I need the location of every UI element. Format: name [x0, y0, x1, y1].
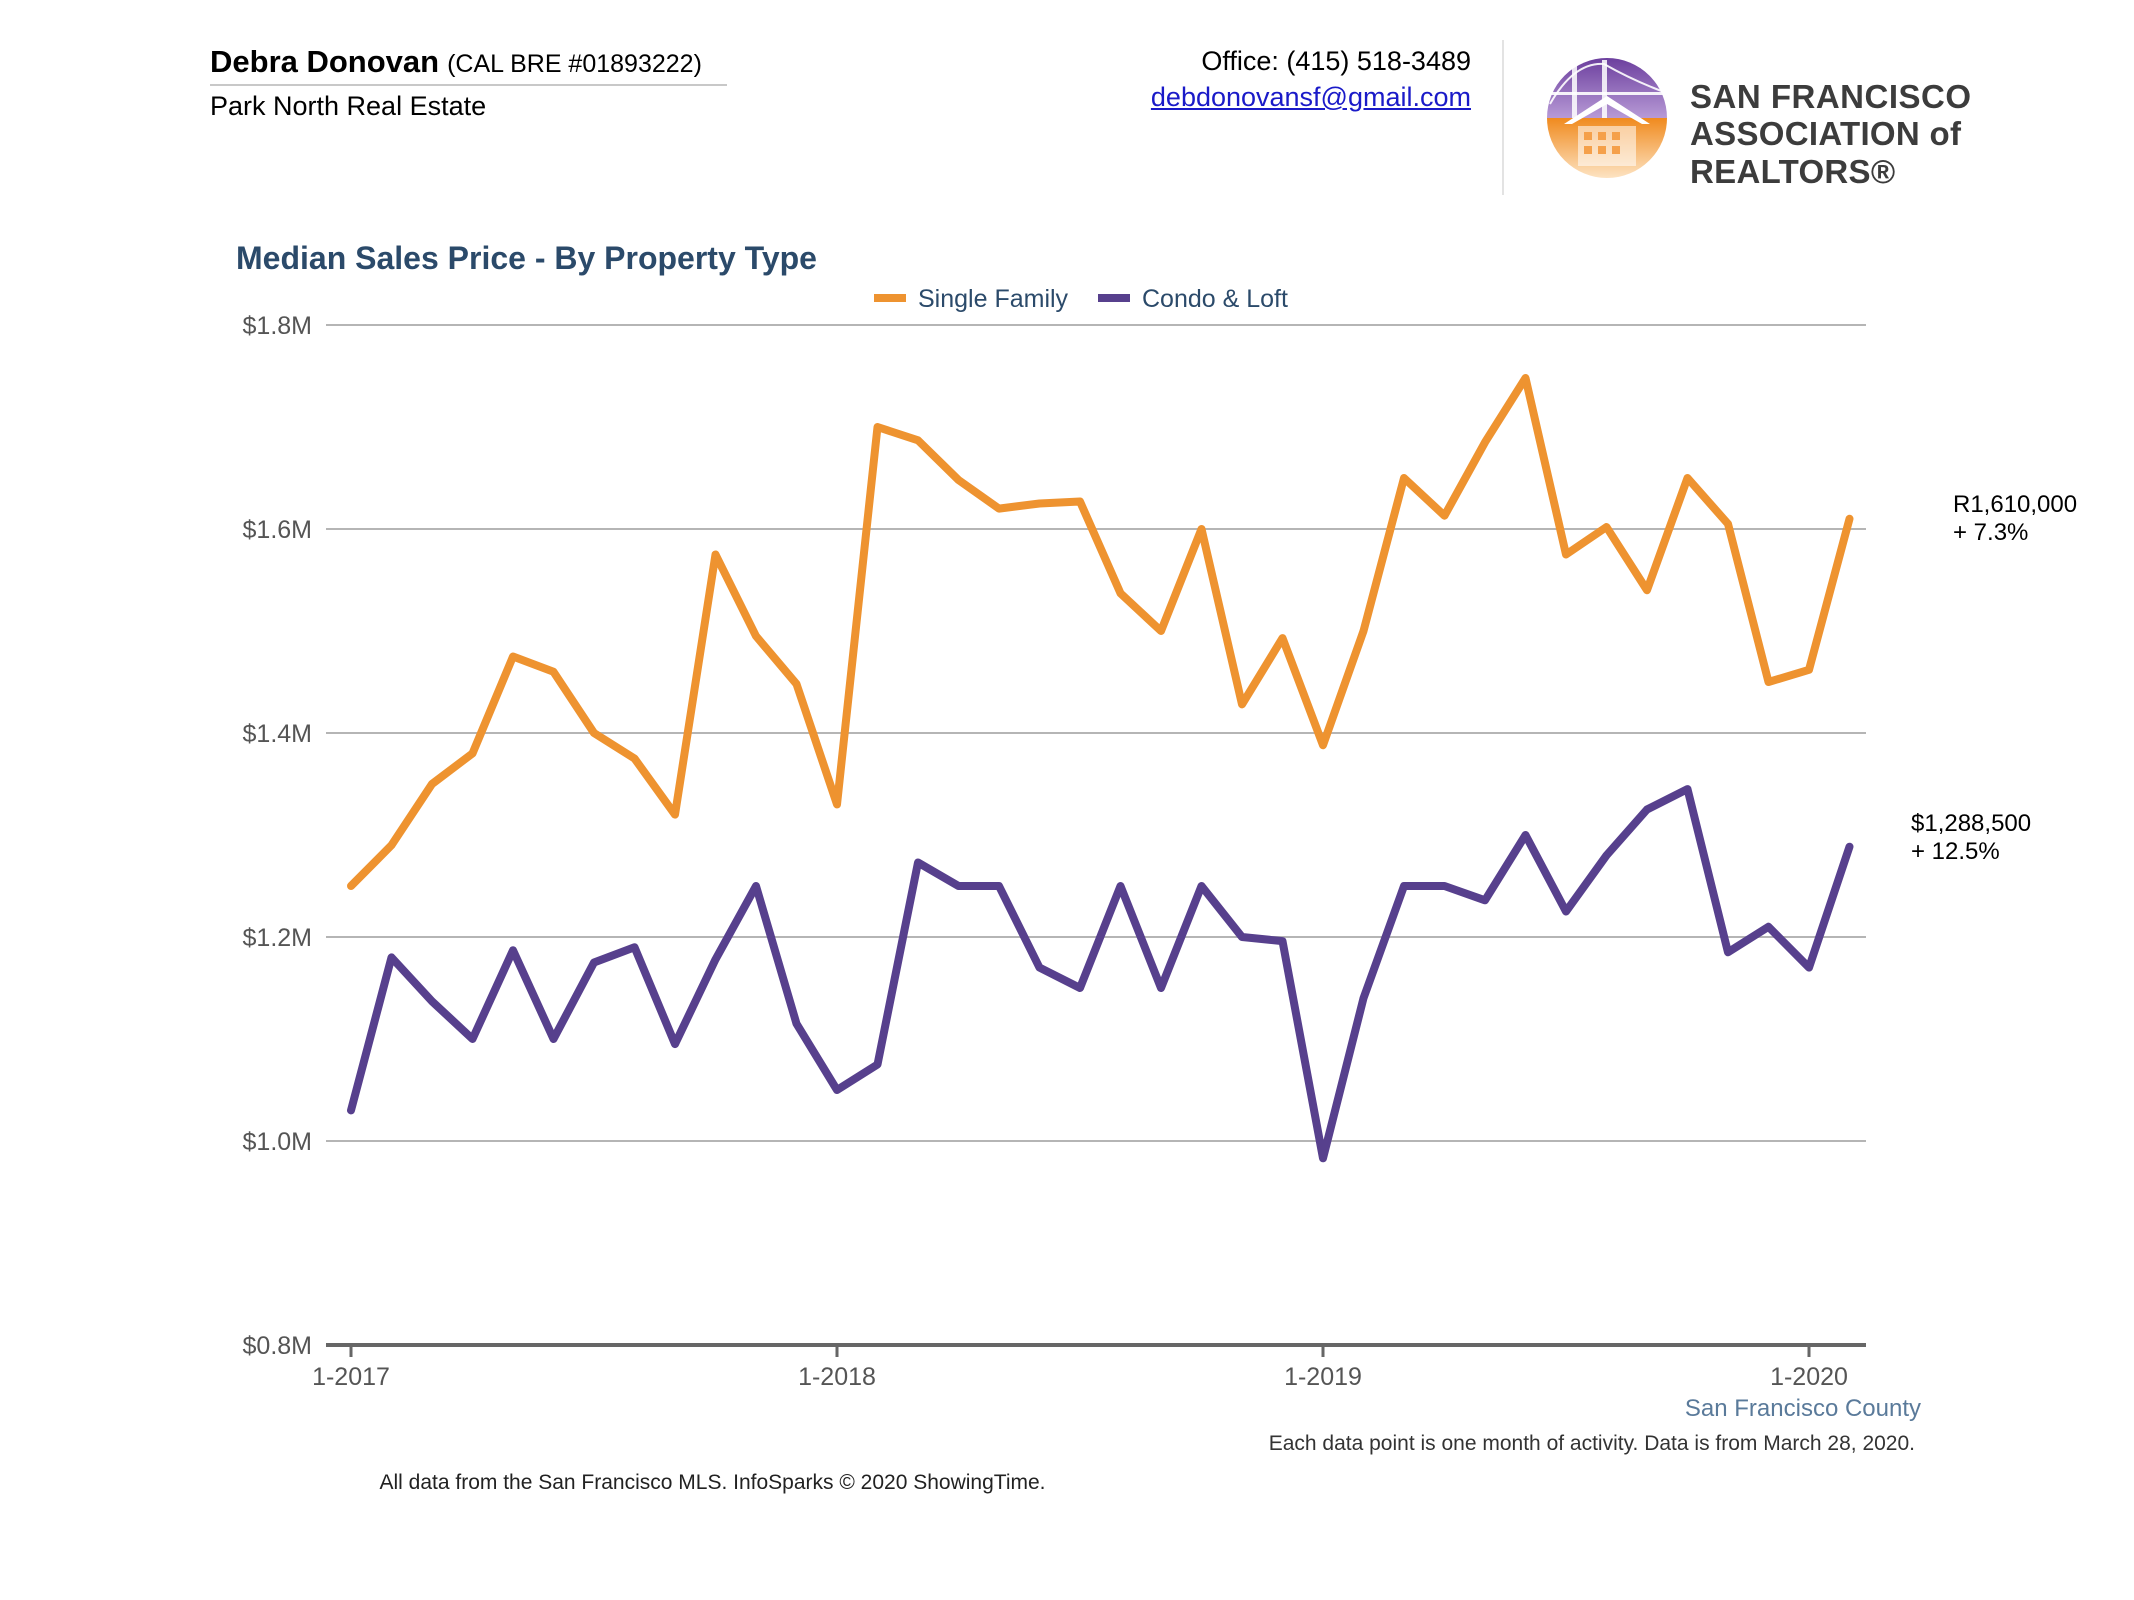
end-label-change: + 12.5%: [1911, 838, 2000, 865]
y-tick-label: $1.4M: [243, 720, 312, 748]
end-label-value: $1,288,500: [1911, 810, 2031, 837]
y-axis-ticks: $0.8M $1.0M $1.2M $1.4M $1.6M $1.8M: [243, 312, 312, 1360]
office-phone: Office: (415) 518-3489: [1201, 46, 1471, 76]
y-tick-label: $0.8M: [243, 1332, 312, 1360]
y-tick-label: $1.0M: [243, 1128, 312, 1156]
legend: Single Family Condo & Loft: [874, 285, 1288, 313]
agent-license: (CAL BRE #01893222): [447, 50, 702, 78]
y-tick-label: $1.6M: [243, 516, 312, 544]
x-axis: 1-2017 1-2018 1-2019 1-2020: [312, 1343, 1866, 1391]
agent-name: Debra Donovan (CAL BRE #01893222): [210, 44, 702, 80]
y-tick-label: $1.2M: [243, 924, 312, 952]
region-label: San Francisco County: [1684, 1395, 1921, 1422]
legend-label: Condo & Loft: [1142, 285, 1288, 313]
legend-label: Single Family: [918, 285, 1069, 313]
logo-text-line1: SAN FRANCISCO: [1690, 78, 1972, 115]
x-tick-label: 1-2017: [312, 1363, 390, 1391]
x-tick-label: 1-2018: [798, 1363, 876, 1391]
source-note: All data from the San Francisco MLS. Inf…: [379, 1471, 1046, 1494]
logo-text-line2: ASSOCIATION of REALTORS®: [1690, 115, 1962, 190]
end-labels: R1,610,000+ 7.3% $1,288,500+ 12.5%: [1911, 491, 2077, 865]
header-divider: [1502, 40, 1504, 195]
end-label-value: R1,610,000: [1953, 491, 2077, 518]
name-underline: [210, 84, 727, 86]
golden-gate-bridge-house-icon: [1547, 58, 1667, 178]
agent-name-text: Debra Donovan: [210, 44, 440, 79]
agent-company: Park North Real Estate: [210, 91, 487, 121]
footnote: Each data point is one month of activity…: [1268, 1432, 1915, 1455]
email-link[interactable]: debdonovansf@gmail.com: [1150, 82, 1471, 112]
end-label-change: + 7.3%: [1953, 519, 2028, 546]
grid-layer: [326, 324, 1866, 1142]
series-layer: [347, 374, 1854, 1163]
chart-title: Median Sales Price - By Property Type: [236, 240, 817, 276]
series-line-condo-loft: [347, 785, 1854, 1163]
x-tick-label: 1-2019: [1284, 1363, 1362, 1391]
series-line-single-family: [347, 374, 1854, 890]
y-tick-label: $1.8M: [243, 312, 312, 340]
x-tick-label: 1-2020: [1770, 1363, 1848, 1391]
